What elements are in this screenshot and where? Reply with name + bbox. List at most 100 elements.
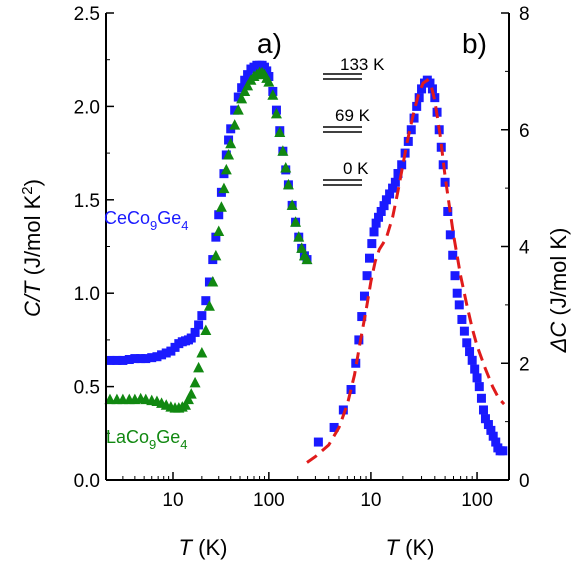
panel-a-y-tick-label: 0.5: [74, 378, 100, 399]
panel-b-square-point: [379, 201, 389, 211]
panel-a-y-tick-label: 2.5: [74, 4, 100, 25]
energy-level-133k-label: 133 K: [340, 55, 385, 74]
panel-a-square-point: [157, 350, 167, 360]
panel-a-triangle-point: [274, 126, 286, 138]
la-label-sub2: 4: [180, 437, 187, 452]
panel-b-square-point: [467, 355, 477, 365]
panel-a-square-point: [147, 353, 157, 363]
panel-a-x-tick-label: 10: [162, 490, 183, 511]
panel-a-square-point: [161, 348, 171, 358]
panel-a-series-1: [104, 66, 313, 413]
panel-a-x-tick-label: 100: [253, 490, 285, 511]
panel-b-square-point: [450, 271, 460, 281]
panel-b-series-1: [306, 77, 506, 464]
ce-series-label: CeCo9Ge4: [104, 208, 189, 233]
panel-b-square-point: [417, 84, 427, 94]
panel-a-triangle-point: [210, 249, 222, 261]
panel-a-square-point: [118, 355, 128, 365]
panel-a-triangle-point: [229, 119, 241, 130]
panel-a-triangle-point: [104, 393, 116, 405]
panel-b-square-point: [454, 300, 464, 310]
panel-b-square-point: [452, 288, 462, 298]
panel-b-square-point: [483, 420, 493, 430]
panel-b-square-point: [457, 314, 467, 324]
panel-a-ylabel: C/T (J/mol K2): [19, 179, 45, 317]
energy-level-69k: 69 K: [323, 106, 371, 133]
panel-b-square-point: [465, 347, 475, 357]
panel-b-square-point: [486, 425, 496, 435]
energy-level-69k-label: 69 K: [335, 106, 371, 125]
panel-a-square-point: [211, 232, 221, 242]
panel-b-square-point: [397, 160, 407, 170]
panel-b-square-point: [470, 364, 480, 374]
panel-b-y-tick-label: 0: [519, 471, 530, 492]
panel-b-square-point: [367, 239, 377, 249]
la-label-mid: Ge: [156, 427, 180, 447]
panel-b-square-point: [354, 335, 364, 345]
panel-a-square-point: [237, 83, 247, 93]
panel-a-triangle-point: [185, 388, 197, 399]
energy-level-0k: 0 K: [323, 159, 369, 186]
panel-a-square-point: [214, 210, 224, 220]
panel-a-y-tick-label: 1.0: [74, 284, 100, 305]
panel-a-triangle-point: [286, 199, 298, 210]
panel-b-x-tick-label: 10: [360, 490, 381, 511]
la-label-main: LaCo: [106, 427, 149, 447]
energy-level-0k-label: 0 K: [343, 159, 369, 178]
panel-a-y-tick-label: 2.0: [74, 97, 100, 118]
panel-a-triangle-point: [218, 182, 230, 194]
panel-a-square-point: [105, 355, 115, 365]
ce-label-sub1: 9: [150, 218, 157, 233]
panel-a-triangle-point: [196, 346, 208, 358]
panel-b-square-point: [406, 125, 416, 135]
panel-a-triangle-point: [215, 201, 227, 212]
panel-b-data: [306, 75, 508, 464]
panel-b-square-point: [388, 183, 398, 193]
panel-a-triangle-point: [223, 148, 235, 160]
panel-a-triangle-point: [179, 399, 191, 410]
panel-a-triangle-point: [200, 324, 212, 336]
panel-a-square-point: [136, 354, 146, 364]
panel-a-triangle-point: [236, 92, 248, 104]
panel-b-x-tick-label: 100: [461, 490, 493, 511]
panel-b-square-point: [476, 393, 486, 403]
panel-a-triangle-point: [267, 89, 279, 100]
panel-a-triangle-point: [293, 231, 305, 242]
panel-a-y-tick-label: 1.5: [74, 191, 100, 212]
panel-b-square-point: [357, 312, 367, 322]
panel-b-square-point: [393, 169, 403, 179]
energy-level-133k: 133 K: [323, 55, 385, 80]
panel-a-square-point: [190, 327, 200, 337]
panel-b-square-point: [480, 414, 490, 424]
panel-b-y-tick-label: 4: [519, 238, 530, 259]
panel-b-ylabel: ΔC (J/mol K): [546, 228, 571, 354]
panel-a-square-point: [233, 92, 243, 102]
panel-b-square-point: [385, 189, 395, 199]
panel-a-square-point: [112, 355, 122, 365]
panel-b-square-point: [491, 437, 501, 447]
panel-a-square-point: [152, 352, 162, 362]
panel-a-square-point: [243, 70, 253, 80]
panel-a-triangle-point: [242, 79, 254, 91]
panel-a-square-point: [194, 320, 204, 330]
panel-b-square-point: [459, 326, 469, 336]
panel-b-square-point: [390, 177, 400, 187]
ce-label-main: CeCo: [104, 208, 150, 228]
panel-a-triangle-point: [301, 253, 313, 265]
panel-b-xlabel: T (K): [386, 535, 435, 560]
panel-b-square-point: [369, 227, 379, 237]
panel-a-triangle-point: [232, 104, 244, 115]
panel-b-square-point: [472, 373, 482, 383]
panel-b-square-point: [409, 113, 419, 123]
panel-b-label: b): [462, 28, 487, 59]
panel-a-triangle-point: [280, 162, 292, 173]
panel-a-xlabel: T (K): [179, 535, 228, 560]
panel-b-square-point: [329, 422, 339, 432]
panel-b-y-tick-label: 6: [519, 121, 530, 142]
panel-a-square-point: [186, 333, 196, 343]
panel-a-triangle-point: [193, 361, 205, 373]
panel-b-square-point: [359, 291, 369, 301]
panel-a-triangle-point: [203, 300, 215, 311]
panel-a-triangle-point: [239, 85, 251, 96]
